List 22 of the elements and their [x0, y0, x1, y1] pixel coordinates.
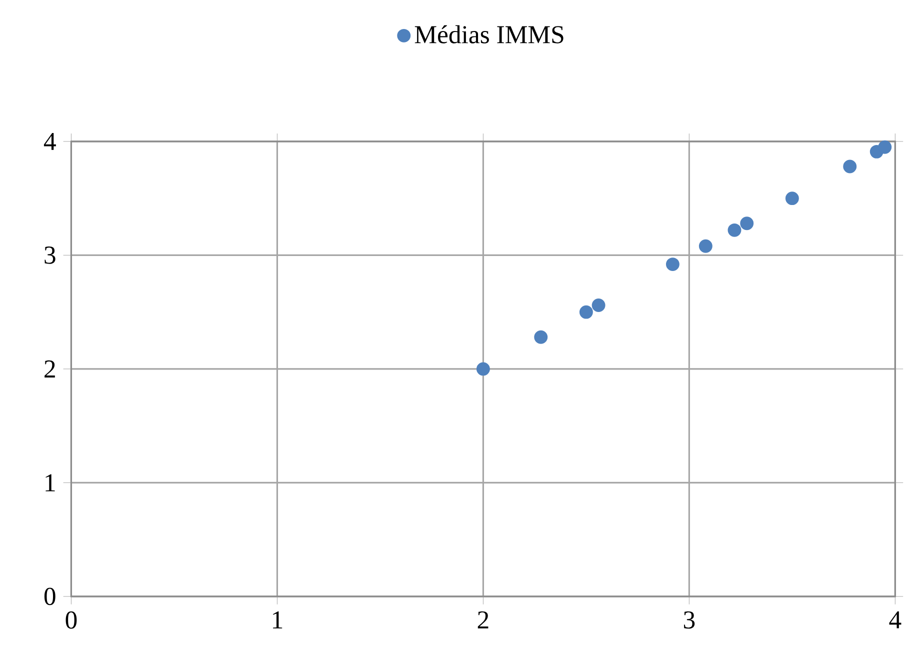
- point: [476, 362, 490, 376]
- point: [740, 216, 754, 230]
- point: [579, 305, 593, 319]
- point: [843, 160, 857, 174]
- point: [666, 258, 680, 272]
- point: [698, 239, 712, 253]
- y-tick-label: 3: [44, 246, 56, 264]
- point: [534, 330, 548, 344]
- point: [728, 224, 742, 238]
- x-tick-label: 1: [273, 611, 282, 628]
- point: [878, 140, 892, 154]
- point: [785, 192, 799, 206]
- legend-label: Médias IMMS: [414, 25, 564, 44]
- x-tick-label: 3: [684, 611, 695, 629]
- x-tick-label: 2: [478, 611, 488, 628]
- y-tick-label: 4: [44, 133, 56, 150]
- point: [592, 298, 606, 312]
- x-tick-label: 0: [66, 611, 77, 629]
- x-tick-label: 4: [889, 611, 902, 628]
- y-tick-label: 1: [46, 474, 55, 492]
- y-tick-label: 2: [44, 360, 55, 378]
- y-tick-label: 0: [44, 588, 56, 606]
